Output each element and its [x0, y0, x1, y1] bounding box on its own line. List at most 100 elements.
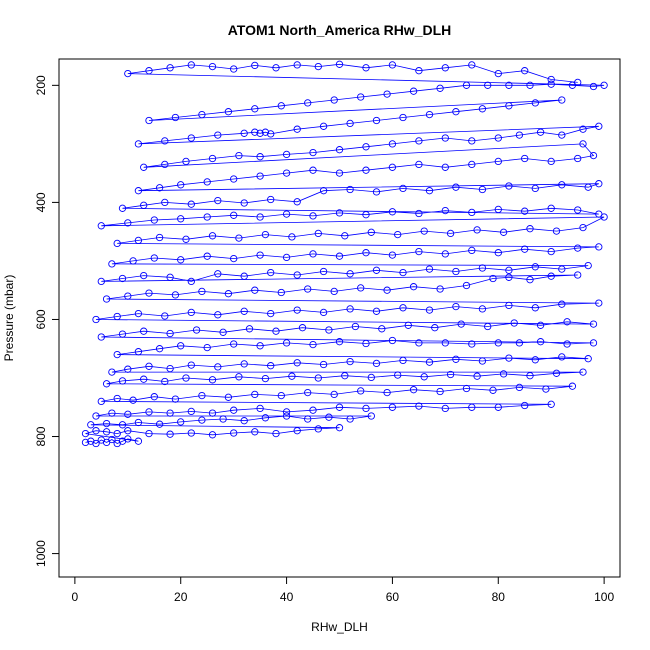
data-point — [420, 373, 428, 381]
data-point — [293, 125, 301, 133]
data-point — [399, 268, 407, 277]
data-point — [468, 61, 476, 69]
data-point — [293, 271, 301, 279]
data-point — [383, 388, 391, 397]
data-point — [436, 84, 444, 92]
data-point — [261, 128, 270, 136]
data-point — [452, 267, 460, 276]
data-point — [415, 339, 423, 347]
x-axis-label: RHw_DLH — [311, 620, 368, 634]
data-point — [547, 247, 555, 256]
data-point — [155, 420, 164, 428]
data-point — [251, 61, 259, 70]
data-point — [102, 428, 111, 436]
data-point — [552, 369, 561, 377]
data-point — [118, 204, 127, 212]
data-point — [547, 272, 555, 280]
data-point — [314, 229, 322, 238]
data-point — [208, 154, 217, 163]
data-point — [446, 370, 455, 379]
data-point — [521, 154, 529, 163]
data-point — [436, 387, 444, 396]
data-point — [177, 181, 185, 189]
y-tick-label: 600 — [34, 309, 48, 329]
data-point — [293, 198, 301, 206]
data-point — [346, 415, 354, 423]
data-point — [288, 233, 296, 241]
data-point — [558, 353, 566, 361]
data-point — [452, 302, 460, 311]
data-point — [282, 339, 291, 347]
data-point — [441, 404, 449, 413]
data-point — [198, 287, 206, 296]
data-point — [272, 429, 280, 438]
data-point — [515, 383, 524, 392]
data-point — [499, 370, 508, 378]
data-point — [452, 108, 460, 116]
data-point — [277, 288, 285, 297]
data-point — [388, 336, 397, 345]
data-point — [309, 212, 317, 220]
data-point — [208, 62, 217, 71]
data-point — [468, 246, 476, 255]
data-point — [388, 208, 397, 216]
data-point — [351, 322, 360, 331]
data-point — [155, 233, 164, 242]
data-point — [256, 342, 264, 350]
data-point — [140, 163, 148, 171]
data-point — [240, 272, 248, 280]
data-point — [140, 271, 148, 280]
data-point — [230, 406, 238, 414]
data-point — [208, 409, 217, 417]
data-point — [531, 356, 539, 364]
data-point — [145, 362, 153, 370]
data-point — [425, 110, 434, 119]
data-point — [124, 365, 132, 373]
data-point — [574, 271, 582, 279]
data-point — [441, 64, 449, 72]
data-point — [298, 324, 307, 332]
data-point — [161, 198, 169, 207]
data-point — [261, 374, 270, 383]
data-point — [526, 372, 534, 380]
data-point — [494, 134, 502, 142]
data-point — [182, 235, 190, 243]
data-point — [478, 185, 487, 194]
data-point — [309, 250, 317, 258]
data-point — [388, 251, 397, 259]
data-point — [478, 105, 487, 113]
data-point — [267, 309, 275, 318]
data-point — [335, 252, 344, 260]
data-point — [235, 373, 243, 381]
data-point — [457, 320, 465, 328]
data-point — [256, 172, 264, 180]
data-point — [182, 157, 190, 166]
data-point — [478, 305, 487, 313]
data-point — [579, 140, 587, 148]
data-point — [552, 227, 561, 235]
data-point — [118, 377, 127, 385]
data-point — [304, 388, 312, 397]
data-point — [346, 270, 354, 278]
series-line — [85, 63, 605, 444]
data-point — [171, 395, 180, 403]
data-point — [415, 247, 423, 256]
data-point — [526, 276, 534, 284]
data-point — [124, 410, 132, 418]
data-point — [547, 157, 555, 166]
data-point — [357, 284, 365, 292]
data-point — [595, 122, 603, 130]
data-point — [372, 266, 381, 274]
data-point — [282, 210, 291, 218]
data-point — [319, 267, 328, 276]
data-point — [441, 339, 449, 347]
data-point — [171, 113, 180, 122]
data-point — [203, 213, 211, 221]
data-point — [415, 402, 423, 410]
data-point — [230, 340, 238, 348]
data-point — [335, 338, 344, 346]
data-point — [124, 219, 132, 227]
data-point — [452, 355, 460, 363]
data-point — [436, 285, 444, 293]
